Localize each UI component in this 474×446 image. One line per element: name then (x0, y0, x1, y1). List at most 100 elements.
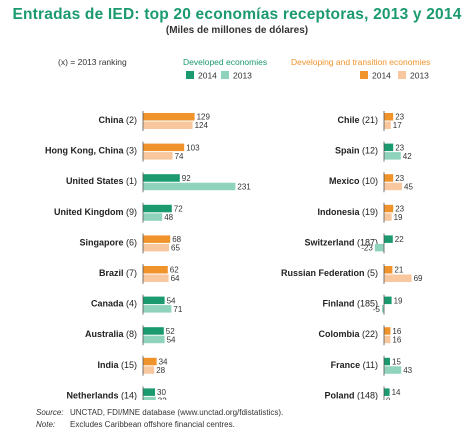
bar-2013 (143, 243, 169, 252)
economy-label: Finland (185) (322, 299, 378, 309)
economy-row: Finland (185) 19 -5 (322, 294, 403, 315)
data-label: 69 (414, 274, 423, 283)
data-label: 14 (392, 388, 401, 397)
economy-rank: (1) (126, 176, 137, 186)
legend-developing-2013-label: 2013 (410, 71, 429, 81)
data-label: 17 (393, 121, 402, 130)
data-label: 23 (395, 205, 404, 214)
economy-name: Hong Kong, China (45, 146, 126, 156)
economy-label: Switzerland (187) (304, 237, 378, 247)
bar-2014 (384, 388, 390, 396)
economy-row: United States (1) 92 231 (66, 172, 251, 193)
data-label: 124 (195, 121, 209, 130)
economy-name: Singapore (79, 237, 126, 247)
legend-developing-2014-label: 2014 (372, 71, 391, 81)
data-label: 0 (386, 397, 391, 400)
bar-2013 (143, 121, 193, 129)
economy-name: China (98, 115, 126, 125)
bar-2013 (143, 396, 156, 400)
economy-rank: (3) (126, 146, 137, 156)
bar-2014 (143, 113, 195, 121)
bar-2014 (384, 327, 391, 335)
bar-2014 (384, 143, 394, 152)
bar-2014 (143, 235, 171, 243)
data-label: 43 (403, 366, 412, 375)
bar-2014 (143, 388, 155, 396)
bar-2013 (143, 274, 169, 282)
data-label: 54 (167, 335, 176, 344)
economy-name: Australia (85, 329, 126, 339)
economy-name: Mexico (329, 176, 362, 186)
bar-2014 (143, 143, 185, 152)
economy-label: China (2) (98, 115, 137, 125)
legend-developing-2014-swatch (360, 71, 368, 79)
economy-label: Spain (12) (335, 146, 378, 156)
ranking-note: (x) = 2013 ranking (58, 57, 127, 67)
economy-rank: (8) (126, 329, 137, 339)
data-label: 71 (173, 305, 182, 314)
economy-name: Netherlands (66, 390, 121, 400)
data-label: 23 (395, 174, 404, 183)
economy-rank: (2) (126, 115, 137, 125)
bar-2014 (384, 174, 394, 182)
bar-2013 (384, 182, 402, 191)
economy-rank: (148) (357, 390, 378, 400)
bar-2013 (384, 121, 391, 129)
economy-rank: (11) (363, 360, 378, 370)
data-label: 92 (182, 174, 191, 183)
data-label: 64 (171, 274, 180, 283)
economy-label: Brazil (7) (99, 268, 137, 278)
source-key: Source: (36, 408, 64, 417)
economy-label: Canada (4) (91, 299, 137, 309)
economy-rank: (185) (357, 299, 378, 309)
data-label: 16 (392, 327, 401, 336)
economy-label: United Kingdom (9) (54, 207, 137, 217)
data-label: -23 (361, 244, 373, 253)
data-label: 48 (164, 213, 173, 222)
bar-2014 (384, 235, 393, 243)
economy-label: Poland (148) (324, 390, 378, 400)
legend-developed-2014-label: 2014 (198, 71, 217, 81)
data-label: 16 (392, 335, 401, 344)
bar-2014 (384, 113, 394, 121)
bar-2014 (384, 266, 393, 274)
data-label: -5 (373, 305, 381, 314)
legend-developing-2013-swatch (398, 71, 406, 79)
chart-subtitle: (Miles de millones de dólares) (165, 25, 309, 36)
data-label: 34 (159, 358, 168, 367)
data-label: 30 (157, 388, 166, 397)
bar-2014 (143, 204, 172, 213)
economy-name: India (97, 360, 121, 370)
economy-label: Singapore (6) (79, 237, 137, 247)
bar-2014 (143, 174, 180, 182)
legend-developed-2014-swatch (186, 71, 194, 79)
bar-2014 (384, 204, 394, 213)
economy-rank: (7) (126, 268, 137, 278)
data-label: 74 (175, 152, 184, 161)
economy-row: Switzerland (187) 22 -23 (304, 233, 404, 254)
bar-2013 (384, 152, 401, 160)
data-label: 129 (197, 113, 211, 122)
data-label: 52 (166, 327, 175, 336)
economy-name: Poland (324, 390, 357, 400)
note-line: Note: Excludes Caribbean offshore financi… (36, 420, 235, 429)
economy-label: India (15) (97, 360, 137, 370)
economy-name: France (331, 360, 363, 370)
economy-name: Chile (337, 115, 362, 125)
economy-label: Colombia (22) (318, 329, 378, 339)
legend-developed-2013-swatch (221, 71, 229, 79)
data-label: 15 (392, 358, 401, 367)
legend-developed-2013-label: 2013 (233, 71, 252, 81)
bar-2014 (143, 296, 165, 305)
source-line: Source: UNCTAD, FDI/MNE database (www.unc… (36, 408, 283, 417)
economy-name: Spain (335, 146, 362, 156)
